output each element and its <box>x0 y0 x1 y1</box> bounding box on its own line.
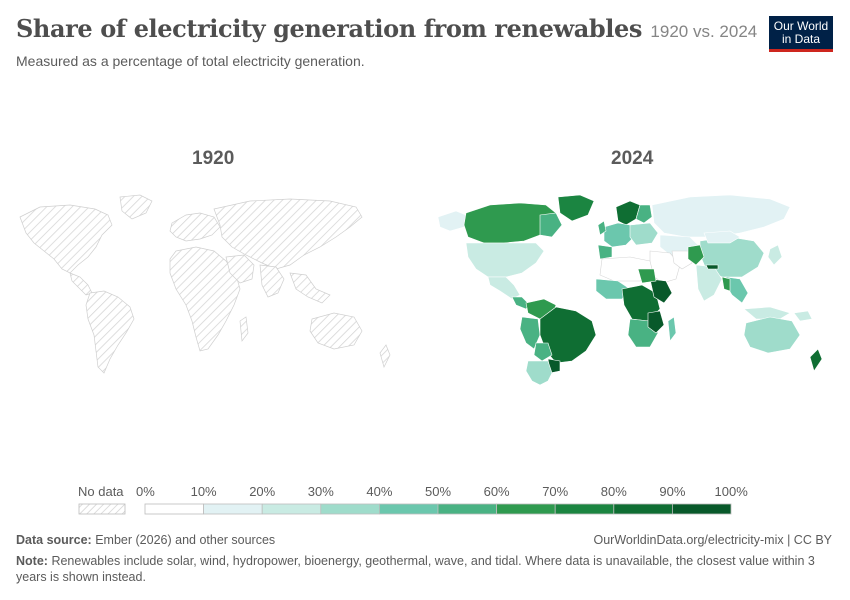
data-source-text[interactable]: Ember (2026) and other sources <box>95 533 276 547</box>
map-year-left: 1920 <box>192 148 235 169</box>
chart-title: Share of electricity generation from ren… <box>16 14 757 43</box>
map-2024 <box>437 194 823 385</box>
legend-bins <box>144 503 732 515</box>
region-new-zealand-2024[interactable] <box>809 348 823 372</box>
region-argentina-chile-2024[interactable] <box>525 360 553 385</box>
region-uk-2024[interactable] <box>597 220 607 236</box>
region-africa-1920[interactable] <box>169 246 241 352</box>
world-maps <box>19 194 823 385</box>
region-finland-2024[interactable] <box>635 204 653 224</box>
region-madagascar-1920[interactable] <box>239 316 249 342</box>
data-source-label: Data source: <box>16 533 92 547</box>
legend-bin-6[interactable] <box>496 503 556 515</box>
legend-bin-3[interactable] <box>320 503 380 515</box>
note-text: Renewables include solar, wind, hydropow… <box>16 554 815 584</box>
region-japan-korea-2024[interactable] <box>767 244 783 266</box>
region-madagascar-2024[interactable] <box>667 316 677 342</box>
region-myanmar-2024[interactable] <box>721 276 731 292</box>
region-ethiopia-east-africa-2024[interactable] <box>649 278 673 304</box>
owid-logo[interactable]: Our World in Data <box>769 16 833 52</box>
region-mexico-2024[interactable] <box>487 276 521 300</box>
region-peru-2024[interactable] <box>519 316 541 350</box>
map-year-right: 2024 <box>611 148 654 169</box>
region-north-america-1920[interactable] <box>19 204 113 274</box>
region-central-america-1920[interactable] <box>69 272 93 296</box>
no-data-swatch-group <box>78 503 126 515</box>
source-url-license[interactable]: OurWorldinData.org/electricity-mix | CC … <box>593 533 833 547</box>
legend-tick-8: 80% <box>600 484 627 499</box>
logo-line-1: Our World <box>773 19 829 33</box>
region-southeast-asia-1920[interactable] <box>289 272 331 304</box>
region-south-asia-1920[interactable] <box>259 264 285 298</box>
region-middle-east-1920[interactable] <box>225 254 255 284</box>
region-papua-2024[interactable] <box>793 310 813 322</box>
note-label: Note: <box>16 554 48 568</box>
legend-tick-5: 50% <box>425 484 452 499</box>
legend-no-data-label: No data <box>78 484 124 499</box>
region-norway-sweden-2024[interactable] <box>615 200 641 226</box>
legend-bin-0[interactable] <box>144 503 204 515</box>
region-united-states-2024[interactable] <box>465 242 545 278</box>
legend-tick-3: 30% <box>307 484 334 499</box>
region-bolivia-2024[interactable] <box>533 342 553 362</box>
map-1920 <box>19 194 391 374</box>
legend-bin-2[interactable] <box>261 503 322 515</box>
legend-tick-1: 10% <box>190 484 217 499</box>
region-western-europe-2024[interactable] <box>603 222 635 248</box>
chart-note: Note: Renewables include solar, wind, hy… <box>16 553 831 585</box>
chart-subtitle: Measured as a percentage of total electr… <box>16 53 365 69</box>
region-iran-2024[interactable] <box>671 250 693 270</box>
region-south-america-1920[interactable] <box>85 290 135 374</box>
region-alaska-2024[interactable] <box>437 210 467 232</box>
data-source: Data source: Ember (2026) and other sour… <box>16 533 275 547</box>
region-russia-2024[interactable] <box>651 194 791 238</box>
legend-tick-10: 100% <box>714 484 748 499</box>
region-greenland-2024[interactable] <box>557 194 595 222</box>
region-afghanistan-pakistan-2024[interactable] <box>687 244 705 266</box>
legend-bin-8[interactable] <box>613 503 673 515</box>
region-mongolia-2024[interactable] <box>703 230 741 244</box>
color-legend <box>78 503 732 515</box>
region-australia-1920[interactable] <box>309 312 363 350</box>
legend-bin-5[interactable] <box>437 503 497 515</box>
region-greenland-1920[interactable] <box>119 194 153 220</box>
region-indonesia-2024[interactable] <box>743 306 791 320</box>
region-eastern-europe-2024[interactable] <box>629 222 659 246</box>
legend-tick-9: 90% <box>659 484 686 499</box>
region-russia-asia-1920[interactable] <box>213 198 363 270</box>
region-west-africa-2024[interactable] <box>595 278 631 300</box>
region-zambia-mozambique-2024[interactable] <box>647 310 665 334</box>
region-australia-2024[interactable] <box>743 316 801 354</box>
title-main: Share of electricity generation from ren… <box>16 14 642 43</box>
logo-line-2: in Data <box>781 32 821 46</box>
legend-tick-6: 60% <box>483 484 510 499</box>
title-years: 1920 vs. 2024 <box>650 22 758 41</box>
legend-tick-2: 20% <box>249 484 276 499</box>
region-europe-1920[interactable] <box>169 212 221 242</box>
legend-tick-4: 40% <box>366 484 393 499</box>
region-sudan-2024[interactable] <box>637 268 657 284</box>
region-quebec-2024[interactable] <box>539 212 563 238</box>
legend-bin-4[interactable] <box>378 503 439 515</box>
region-nepal-2024[interactable] <box>705 264 719 270</box>
legend-bin-1[interactable] <box>203 503 263 515</box>
no-data-swatch[interactable] <box>78 503 126 515</box>
legend-bin-7[interactable] <box>554 503 615 515</box>
legend-tick-0: 0% <box>136 484 155 499</box>
legend-bin-9[interactable] <box>672 503 732 515</box>
region-new-zealand-1920[interactable] <box>379 344 391 368</box>
region-iberia-2024[interactable] <box>597 244 613 260</box>
legend-tick-7: 70% <box>542 484 569 499</box>
